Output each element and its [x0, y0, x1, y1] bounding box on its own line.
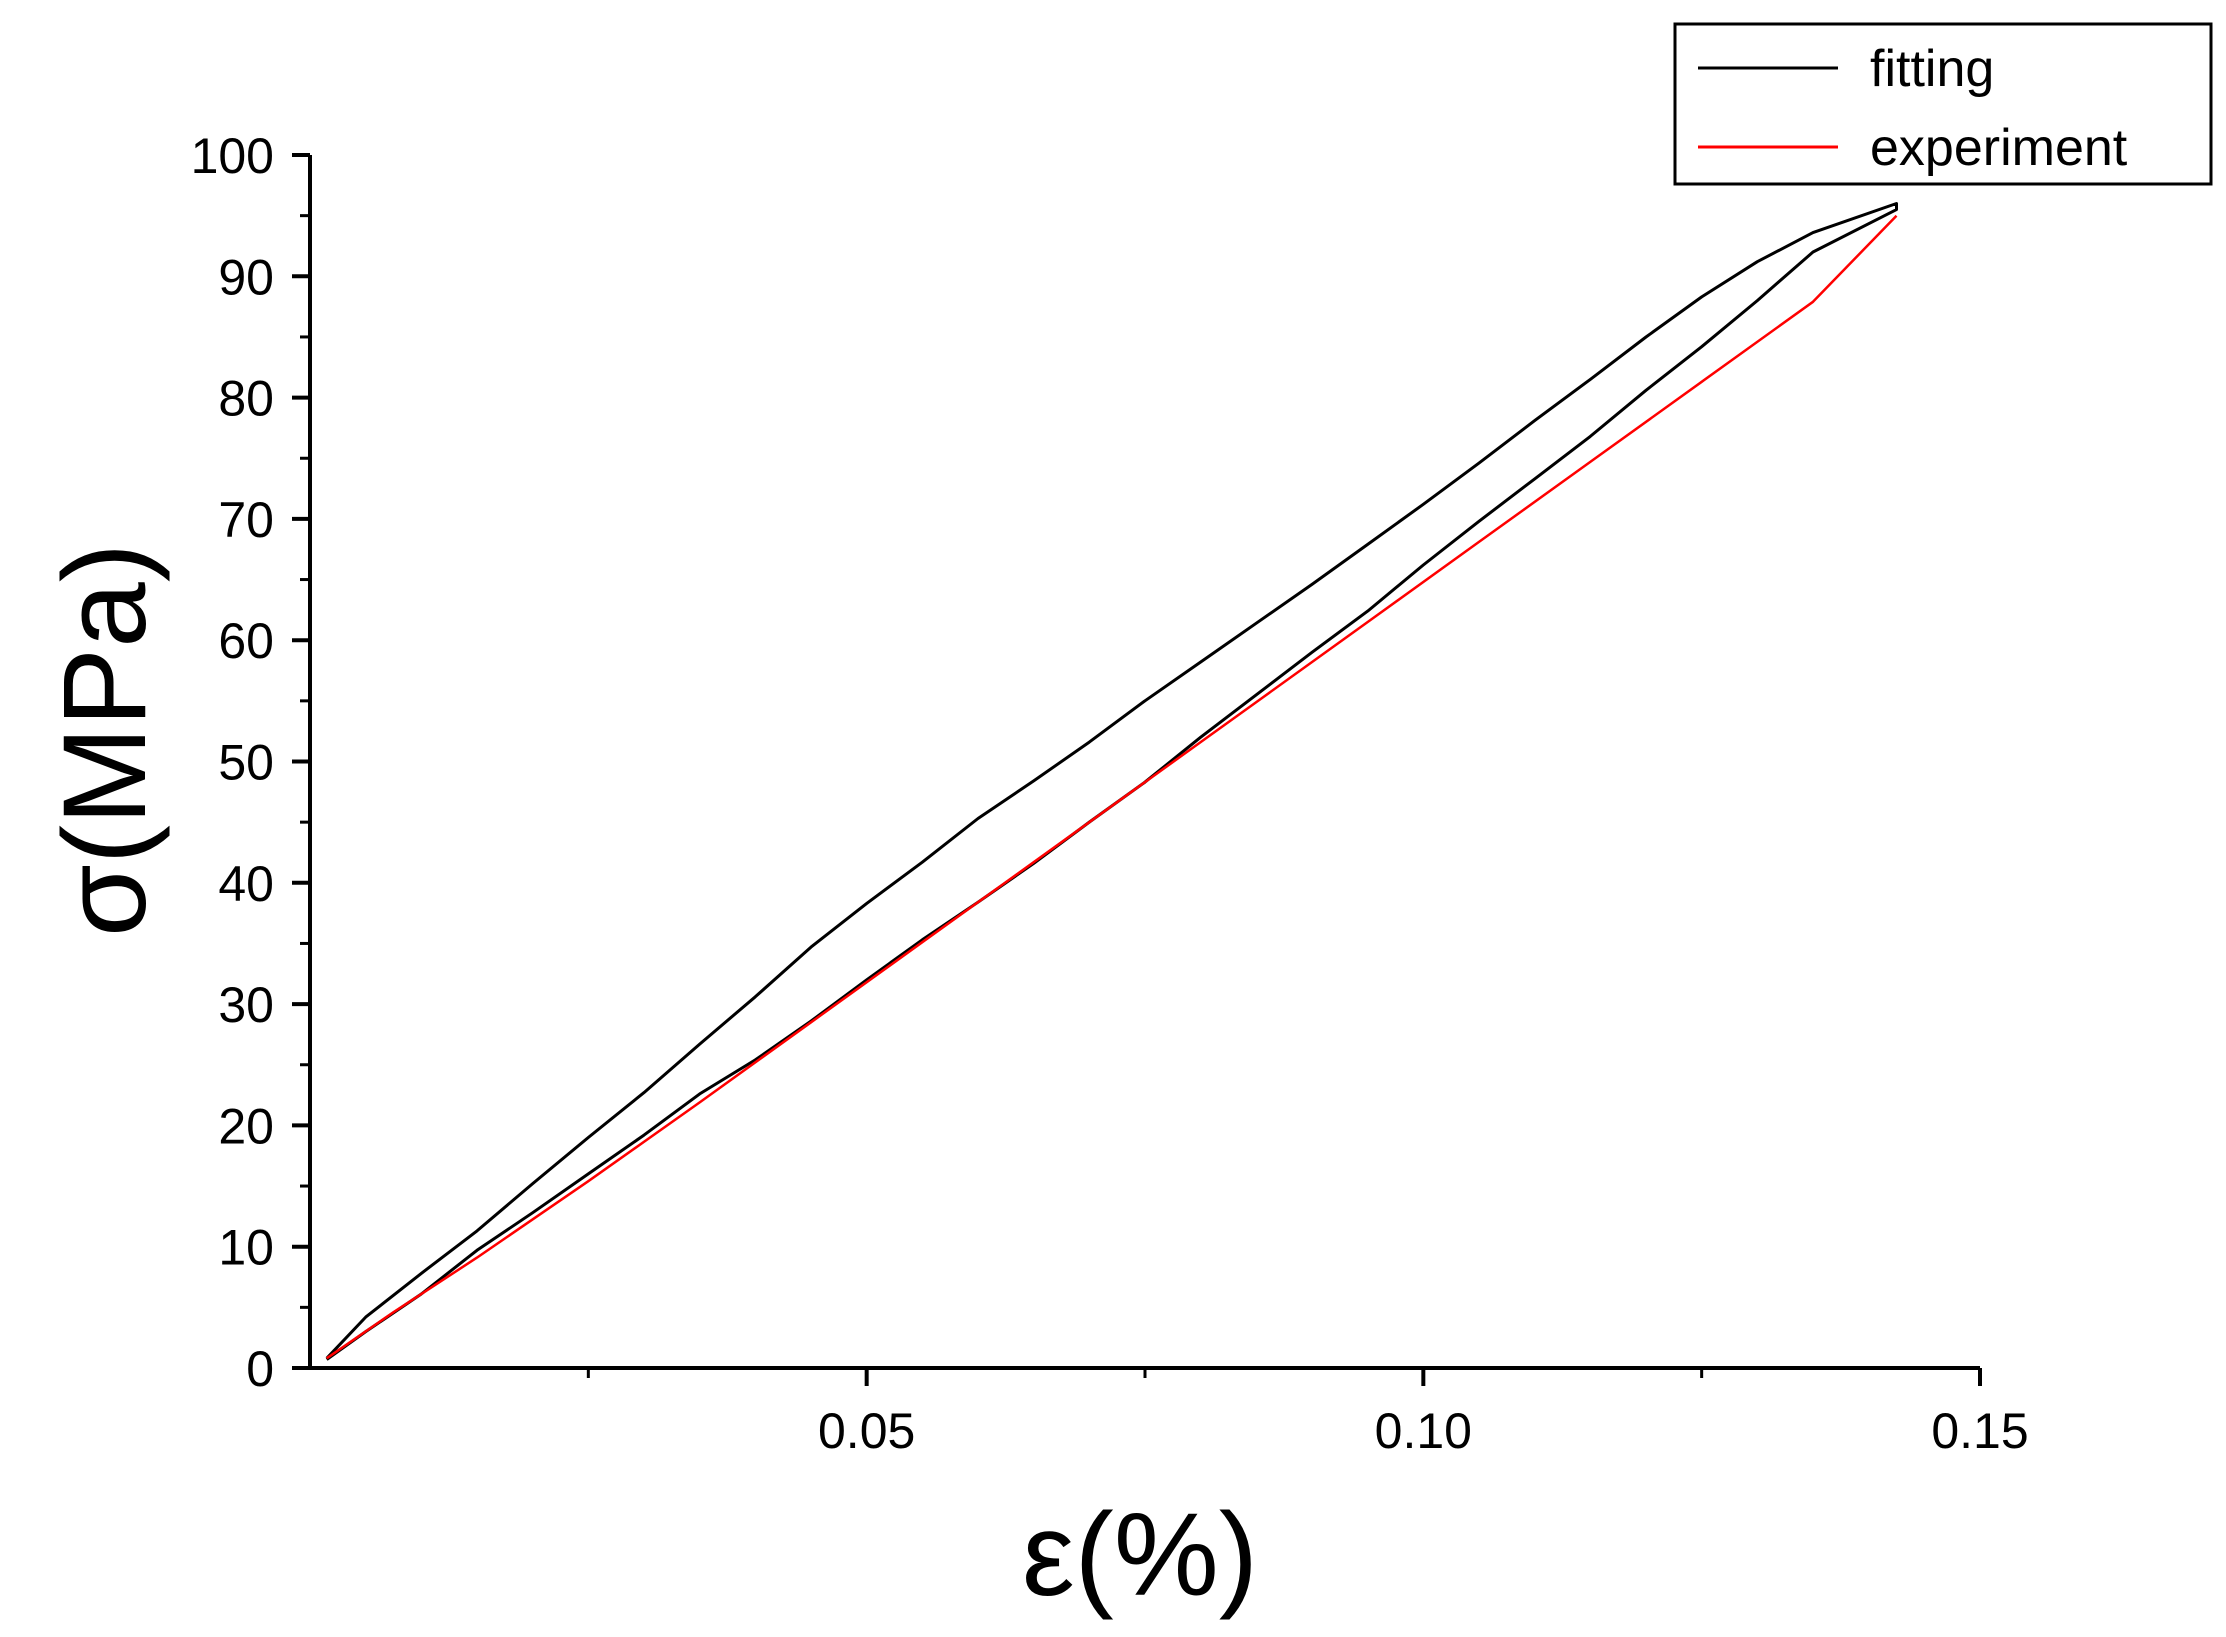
y-tick-label: 0: [246, 1341, 274, 1397]
y-tick-label: 90: [218, 249, 274, 305]
legend-box: [1673, 22, 2213, 186]
y-tick-label: 60: [218, 613, 274, 669]
x-tick-label: 0.05: [818, 1403, 915, 1459]
series-line-experiment: [325, 214, 1898, 1360]
y-tick-label: 80: [218, 371, 274, 427]
y-tick-label: 30: [218, 977, 274, 1033]
x-axis-title: ε(%): [1022, 1489, 1258, 1621]
y-tick-label: 20: [218, 1098, 274, 1154]
legend-label-experiment: experiment: [1870, 119, 2128, 177]
series-line-fitting: [325, 202, 1898, 1361]
y-tick-label: 70: [218, 492, 274, 548]
y-axis-title: σ(MPa): [39, 543, 171, 937]
y-tick-label: 40: [218, 856, 274, 912]
series-layer: [325, 202, 1898, 1361]
legend-label-fitting: fitting: [1870, 40, 1994, 98]
x-tick-label: 0.15: [1931, 1403, 2028, 1459]
legend: fitting experiment: [1673, 22, 2213, 186]
y-tick-label: 100: [191, 128, 274, 184]
x-tick-label: 0.10: [1375, 1403, 1472, 1459]
y-tick-label: 10: [218, 1220, 274, 1276]
y-tick-label: 50: [218, 735, 274, 791]
ticks-layer: 0 10 20 30 40 50 60 70 80 90 100 0.05 0.10 0.15: [191, 128, 2029, 1459]
